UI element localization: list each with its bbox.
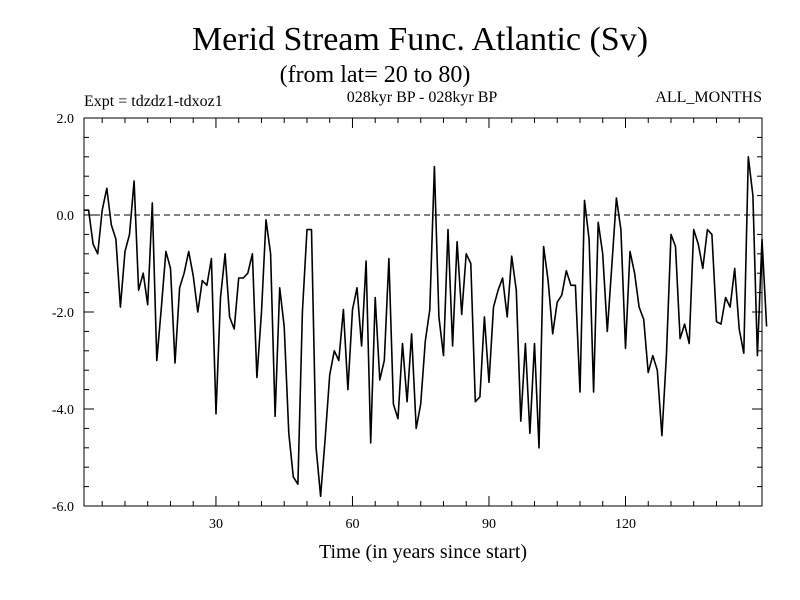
y-tick-label: -6.0 <box>52 500 74 515</box>
x-axis-label: Time (in years since start) <box>319 541 527 563</box>
plot-frame <box>83 117 763 507</box>
x-tick-label: 60 <box>345 517 359 532</box>
y-tick-label: 0.0 <box>57 209 75 224</box>
y-tick-label: -2.0 <box>52 306 74 321</box>
series-line <box>84 156 768 498</box>
y-tick-label: -4.0 <box>52 403 74 418</box>
chart-title: Merid Stream Func. Atlantic (Sv) <box>192 21 648 58</box>
experiment-label: Expt = tdzdz1-tdxoz1 <box>84 93 223 110</box>
period-label: 028kyr BP - 028kyr BP <box>347 89 498 106</box>
x-axis-major-ticks <box>215 118 626 506</box>
months-label: ALL_MONTHS <box>655 89 762 106</box>
x-tick-label: 90 <box>482 517 496 532</box>
y-axis-minor-ticks <box>84 136 762 488</box>
chart-subtitle: (from lat= 20 to 80) <box>280 62 471 88</box>
y-axis-major-ticks <box>84 117 762 507</box>
x-axis-minor-ticks <box>101 118 740 506</box>
y-tick-label: 2.0 <box>57 112 75 127</box>
x-tick-label: 120 <box>615 517 636 532</box>
x-tick-label: 30 <box>209 517 223 532</box>
